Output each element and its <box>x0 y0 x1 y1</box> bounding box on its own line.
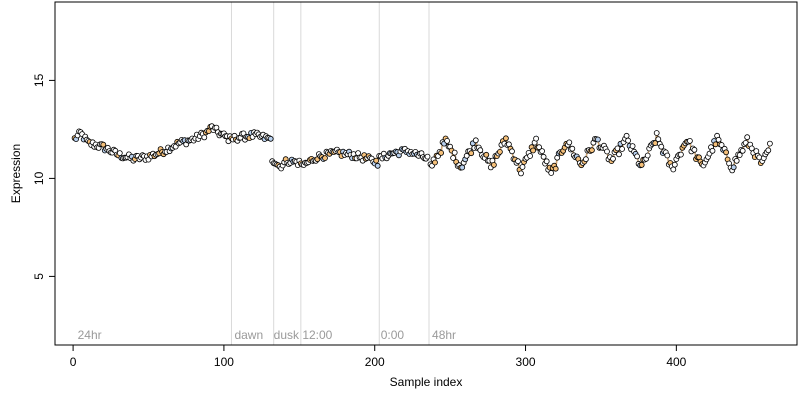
data-point <box>691 146 698 153</box>
data-point <box>638 161 645 168</box>
data-point <box>519 164 526 170</box>
data-point <box>671 161 678 168</box>
x-tick-label: 400 <box>666 355 686 369</box>
data-point <box>472 137 479 144</box>
data-point <box>678 151 684 158</box>
data-point <box>723 149 729 156</box>
time-annotation: dusk <box>274 328 300 342</box>
data-point <box>496 148 503 155</box>
data-point <box>744 134 751 141</box>
x-axis-title: Sample index <box>390 375 463 389</box>
y-axis: 5 10 15 <box>32 73 56 280</box>
data-point <box>644 152 651 159</box>
data-point <box>765 147 772 154</box>
data-point <box>658 143 665 150</box>
data-point <box>625 137 631 144</box>
data-point <box>616 151 622 158</box>
data-point <box>604 148 610 155</box>
data-point <box>450 155 457 161</box>
data-point <box>739 147 746 154</box>
data-point <box>116 150 123 157</box>
data-point <box>569 145 576 152</box>
data-point <box>543 158 550 165</box>
data-point <box>548 170 555 176</box>
vertical-reference-lines <box>230 2 430 345</box>
annotations: 24hr dawn dusk 12:00 0:00 48hr <box>78 328 456 342</box>
data-point <box>438 149 445 156</box>
data-point <box>374 162 381 169</box>
x-tick-label: 100 <box>214 355 234 369</box>
data-point <box>610 155 616 162</box>
data-point <box>634 153 640 160</box>
data-point <box>530 147 536 154</box>
data-point <box>552 165 559 172</box>
y-axis-title: Expression <box>9 144 23 203</box>
data-point <box>100 141 107 148</box>
data-point <box>483 151 490 158</box>
data-point <box>736 152 743 159</box>
data-point <box>509 148 515 155</box>
data-point <box>502 135 509 142</box>
data-point <box>595 136 601 143</box>
data-point <box>201 134 208 141</box>
data-point <box>490 161 497 168</box>
data-point <box>539 148 545 155</box>
time-annotation: 0:00 <box>381 328 405 342</box>
x-tick-label: 300 <box>516 355 536 369</box>
data-point <box>767 140 773 147</box>
time-annotation: 24hr <box>78 328 102 342</box>
data-point <box>619 146 625 152</box>
data-point <box>623 132 630 139</box>
data-point <box>373 157 380 164</box>
data-point <box>589 147 595 154</box>
data-point <box>614 145 621 152</box>
time-annotation: 48hr <box>432 328 456 342</box>
data-point <box>540 153 547 160</box>
y-tick-label: 5 <box>32 273 46 280</box>
data-point <box>629 143 636 150</box>
data-point <box>424 153 431 160</box>
data-point <box>566 139 573 146</box>
time-annotation: 12:00 <box>302 328 332 342</box>
data-point <box>432 159 438 166</box>
data-point <box>730 164 737 171</box>
data-point <box>670 166 677 173</box>
data-point <box>477 147 484 154</box>
data-point <box>687 137 693 144</box>
x-tick-label: 200 <box>365 355 385 369</box>
data-point <box>733 157 740 164</box>
data-point <box>653 130 660 136</box>
time-annotation: dawn <box>234 328 263 342</box>
x-tick-label: 0 <box>70 355 77 369</box>
data-point <box>664 152 671 159</box>
x-axis: 0 100 200 300 400 <box>70 344 687 369</box>
data-points <box>71 123 773 177</box>
data-point <box>518 170 524 177</box>
data-point <box>527 153 533 159</box>
data-point <box>468 150 475 157</box>
data-point <box>515 158 521 165</box>
data-point <box>709 147 716 154</box>
data-point <box>267 135 274 142</box>
y-tick-label: 10 <box>32 171 46 185</box>
data-point <box>533 135 539 142</box>
data-point <box>583 156 589 163</box>
data-point <box>459 164 466 171</box>
data-point <box>444 137 451 144</box>
y-tick-label: 15 <box>32 73 46 87</box>
data-point <box>451 149 458 156</box>
data-point <box>322 155 328 162</box>
